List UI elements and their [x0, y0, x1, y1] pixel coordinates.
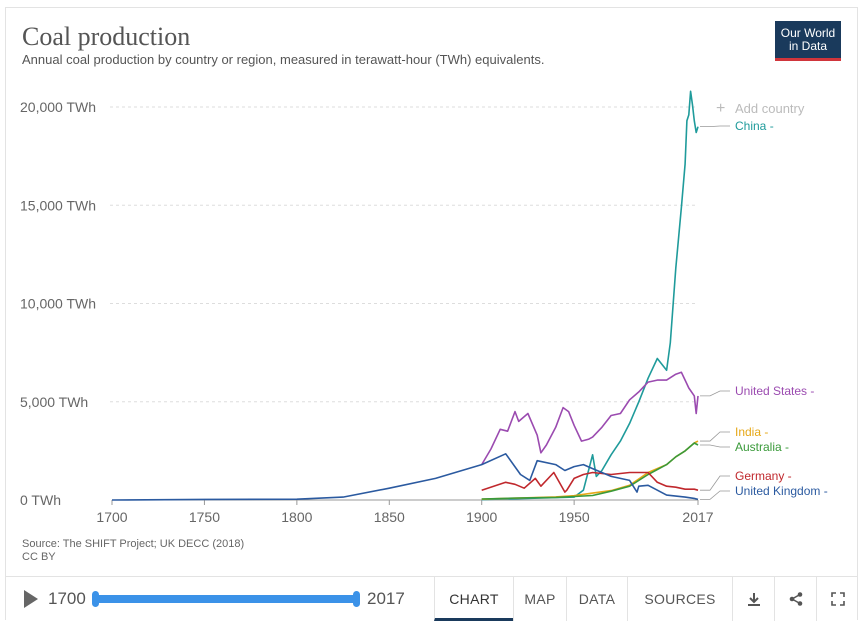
series-label-india: India - — [735, 425, 768, 439]
series-line-australia — [481, 442, 699, 500]
add-country-button[interactable]: Add country — [735, 101, 805, 116]
tab-sources[interactable]: SOURCES — [627, 577, 732, 621]
tab-chart[interactable]: CHART — [434, 577, 513, 621]
series-label-germany: Germany - — [735, 469, 792, 483]
timeline-start-year: 1700 — [48, 589, 86, 608]
logo-line-1: Our World — [780, 26, 836, 40]
fullscreen-icon[interactable] — [816, 577, 858, 621]
y-tick-label: 0 TWh — [20, 492, 61, 508]
timeline-slider-track[interactable] — [95, 595, 357, 603]
series-line-united-kingdom — [111, 452, 699, 501]
series-label-connector — [700, 475, 730, 491]
tab-data[interactable]: DATA — [566, 577, 627, 621]
chart-frame — [5, 7, 858, 620]
series-label-connector — [700, 444, 730, 448]
download-icon[interactable] — [732, 577, 774, 621]
owid-logo[interactable]: Our World in Data — [775, 21, 841, 61]
x-tick-label: 1800 — [281, 509, 312, 525]
series-label-connector — [700, 431, 730, 442]
tab-map[interactable]: MAP — [513, 577, 566, 621]
series-label-connector — [700, 125, 730, 128]
timeline-end-handle[interactable] — [353, 591, 360, 607]
source-note: Source: The SHIFT Project; UK DECC (2018… — [22, 538, 244, 564]
x-tick-label: 1750 — [189, 509, 220, 525]
series-label-connector — [700, 390, 730, 397]
play-icon[interactable] — [24, 590, 38, 608]
share-icon[interactable] — [774, 577, 816, 621]
x-tick-label: 1950 — [559, 509, 590, 525]
series-label-united-states: United States - — [735, 384, 814, 398]
x-tick-label: 2017 — [682, 509, 713, 525]
series-line-united-states — [481, 371, 699, 466]
y-tick-label: 20,000 TWh — [20, 99, 96, 115]
x-tick-label: 1850 — [374, 509, 405, 525]
series-label-connector — [700, 490, 730, 500]
timeline-start-handle[interactable] — [92, 591, 99, 607]
x-tick-label: 1700 — [96, 509, 127, 525]
series-line-india — [481, 440, 699, 500]
chart-subtitle: Annual coal production by country or reg… — [22, 52, 545, 67]
series-label-united-kingdom: United Kingdom - — [735, 484, 828, 498]
logo-line-2: in Data — [788, 39, 828, 53]
license-text[interactable]: CC BY — [22, 551, 56, 563]
series-line-germany — [481, 471, 699, 493]
series-label-australia: Australia - — [735, 440, 789, 454]
source-text[interactable]: Source: The SHIFT Project; UK DECC (2018… — [22, 538, 245, 550]
chart-title: Coal production — [22, 22, 191, 51]
footer-controls: 1700 2017 CHART MAP DATA SOURCES — [6, 576, 857, 621]
series-label-china: China - — [735, 119, 774, 133]
timeline-end-year: 2017 — [367, 589, 405, 608]
y-tick-label: 10,000 TWh — [20, 296, 96, 312]
y-tick-label: 5,000 TWh — [20, 394, 88, 410]
add-country-icon: + — [716, 100, 725, 117]
x-tick-label: 1900 — [466, 509, 497, 525]
y-tick-label: 15,000 TWh — [20, 197, 96, 213]
